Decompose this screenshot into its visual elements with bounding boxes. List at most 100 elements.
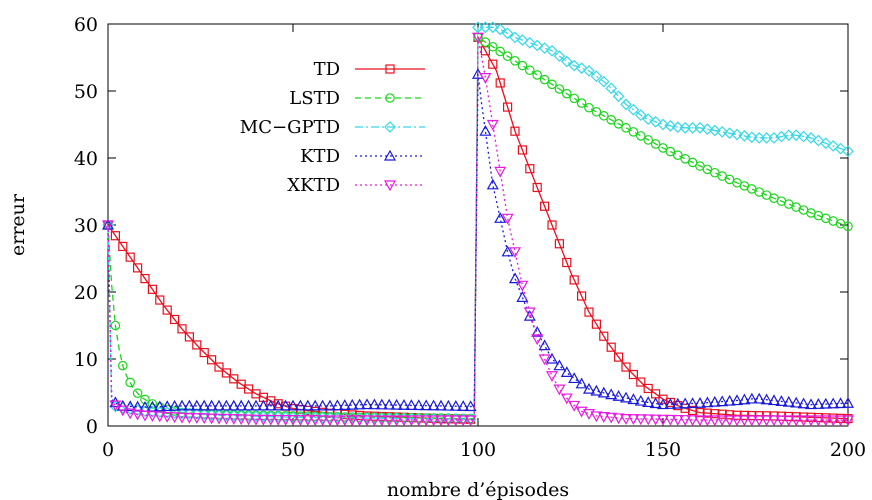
data-point	[797, 415, 810, 427]
y-tick-label: 60	[74, 14, 98, 36]
data-point	[479, 124, 492, 136]
data-point	[628, 369, 639, 380]
data-point	[775, 395, 788, 406]
data-point	[819, 137, 832, 150]
data-point	[642, 113, 655, 125]
data-point	[220, 413, 233, 425]
data-point	[501, 213, 514, 225]
data-point	[827, 415, 840, 427]
data-point	[353, 398, 366, 410]
data-point	[775, 415, 788, 427]
data-point	[547, 79, 557, 90]
data-point	[116, 405, 129, 417]
legend-marker	[383, 149, 397, 161]
data-point	[168, 407, 181, 419]
data-point	[420, 399, 433, 411]
data-point	[486, 178, 499, 190]
data-point	[286, 399, 300, 411]
data-point	[183, 399, 196, 411]
data-point	[597, 386, 610, 398]
data-point	[176, 407, 188, 420]
data-point	[790, 415, 803, 427]
data-point	[716, 395, 729, 407]
data-point	[730, 394, 744, 406]
data-point	[235, 399, 248, 411]
data-point	[190, 408, 203, 420]
data-point	[717, 409, 727, 419]
data-point	[140, 274, 150, 284]
data-point	[539, 201, 550, 211]
data-point	[125, 252, 135, 262]
data-point	[694, 122, 706, 134]
y-tick-label: 40	[74, 148, 98, 170]
data-point	[442, 415, 455, 427]
data-point	[301, 415, 314, 427]
data-point	[517, 145, 528, 155]
legend-entry: XKTD	[287, 175, 425, 196]
data-point	[170, 314, 180, 325]
data-point	[643, 135, 653, 145]
data-point	[649, 115, 662, 128]
data-point	[612, 390, 625, 401]
data-point	[205, 413, 218, 425]
data-point	[562, 257, 572, 268]
data-point	[155, 295, 165, 305]
y-tick-label: 10	[74, 349, 98, 371]
data-point	[599, 331, 609, 341]
data-point	[606, 115, 616, 125]
data-point	[569, 93, 579, 104]
data-point	[693, 415, 707, 427]
data-point	[575, 377, 588, 389]
data-point	[731, 128, 743, 141]
data-point	[738, 393, 751, 405]
data-point	[575, 406, 588, 418]
data-point	[642, 414, 655, 426]
data-point	[636, 377, 646, 387]
data-point	[635, 131, 646, 141]
data-point	[605, 388, 618, 400]
data-point	[767, 415, 781, 427]
data-point	[516, 291, 529, 302]
y-tick-label: 30	[74, 215, 98, 237]
data-point	[723, 415, 736, 427]
data-point	[495, 78, 505, 88]
data-point	[412, 415, 425, 427]
data-point	[494, 212, 507, 223]
data-point	[634, 414, 647, 426]
data-point	[524, 65, 535, 76]
y-tick-label: 0	[86, 416, 98, 438]
data-point	[701, 396, 714, 408]
data-point	[412, 399, 425, 411]
data-point	[553, 384, 566, 396]
data-point	[805, 132, 817, 144]
data-point	[457, 415, 470, 427]
data-point	[656, 414, 670, 426]
data-point	[494, 166, 507, 178]
x-tick-label: 0	[102, 439, 114, 461]
data-point	[621, 362, 631, 372]
data-point	[538, 354, 551, 366]
data-point	[510, 126, 520, 136]
data-point	[214, 362, 224, 372]
data-point	[561, 88, 572, 99]
data-point	[375, 415, 388, 427]
data-point	[531, 334, 544, 346]
data-point	[449, 415, 462, 427]
data-point	[264, 414, 277, 426]
data-point	[338, 415, 351, 427]
data-point	[125, 377, 135, 388]
data-point	[503, 102, 513, 112]
data-point	[797, 130, 810, 143]
data-point	[168, 412, 181, 424]
data-point	[827, 140, 840, 152]
data-point	[184, 332, 194, 342]
data-point	[804, 398, 818, 410]
data-point	[502, 51, 513, 61]
data-point	[606, 342, 616, 352]
data-point	[434, 415, 448, 427]
data-point	[494, 23, 507, 36]
data-point	[568, 400, 581, 412]
data-point	[590, 70, 603, 83]
data-point	[294, 415, 307, 426]
